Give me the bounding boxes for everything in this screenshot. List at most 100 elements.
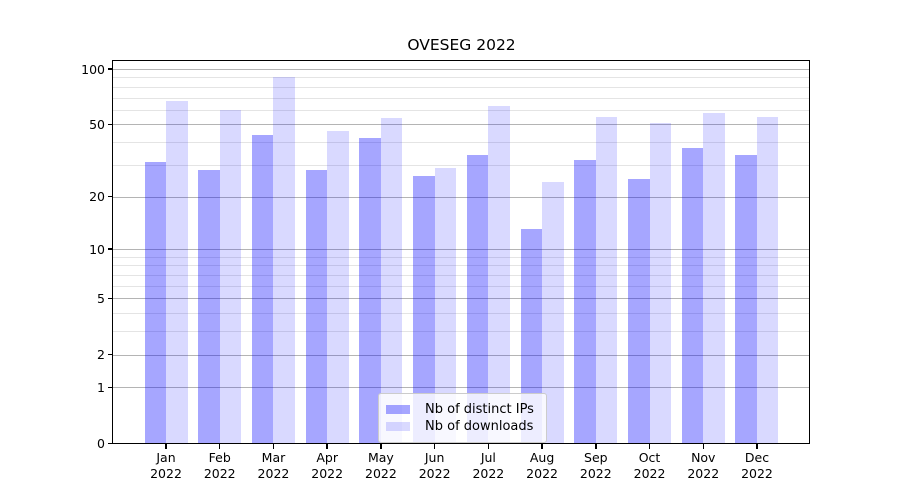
bar-jul-distinct-ips xyxy=(466,155,489,444)
x-tick-mark-apr xyxy=(326,444,328,449)
x-tick-month: Nov xyxy=(691,450,716,465)
x-tick-year: 2022 xyxy=(687,466,720,481)
x-tick-month: Jan xyxy=(156,450,176,465)
x-tick-label-mar: Mar 2022 xyxy=(243,450,303,482)
y-gridline-minor-7 xyxy=(113,274,810,276)
x-tick-label-feb: Feb 2022 xyxy=(190,450,250,482)
y-gridline-minor-8 xyxy=(113,265,810,267)
y-tick-label-10: 10 xyxy=(89,241,105,257)
bar-nov-downloads xyxy=(703,112,725,444)
x-tick-year: 2022 xyxy=(150,466,182,481)
legend-swatch-distinct-ips xyxy=(386,405,410,414)
bar-mar-distinct-ips xyxy=(251,134,274,444)
bar-may-downloads xyxy=(380,118,403,444)
x-tick-year: 2022 xyxy=(311,466,344,481)
bar-oct-downloads xyxy=(649,122,672,444)
x-tick-label-apr: Apr 2022 xyxy=(297,450,357,482)
x-tick-label-jul: Jul 2022 xyxy=(458,450,518,482)
x-tick-label-nov: Nov 2022 xyxy=(673,450,733,482)
legend-label-downloads: Nb of downloads xyxy=(425,419,534,434)
y-tick-mark-1 xyxy=(108,386,113,389)
x-tick-label-may: May 2022 xyxy=(351,450,411,482)
y-gridline-minor-40 xyxy=(113,142,810,144)
bar-feb-distinct-ips xyxy=(198,170,220,444)
bar-sep-distinct-ips xyxy=(574,159,596,444)
x-tick-mark-nov xyxy=(702,444,704,449)
bar-jul-downloads xyxy=(488,106,510,444)
y-gridline-minor-90 xyxy=(113,77,810,79)
x-tick-year: 2022 xyxy=(418,466,451,481)
legend-swatch-downloads xyxy=(386,422,410,431)
bar-dec-distinct-ips xyxy=(735,155,757,444)
y-gridline-100 xyxy=(113,69,810,70)
x-tick-month: Dec xyxy=(744,450,770,465)
y-tick-label-50: 50 xyxy=(89,116,105,132)
bar-oct-distinct-ips xyxy=(628,179,650,444)
y-tick-label-5: 5 xyxy=(97,290,105,306)
x-tick-label-sep: Sep 2022 xyxy=(566,450,626,482)
x-tick-mark-jun xyxy=(433,444,436,449)
y-gridline-10 xyxy=(113,249,810,251)
y-tick-mark-20 xyxy=(108,195,113,198)
x-tick-mark-aug xyxy=(541,444,543,449)
y-tick-mark-0 xyxy=(108,443,113,445)
x-tick-label-oct: Oct 2022 xyxy=(620,450,680,482)
legend: Nb of distinct IPs Nb of downloads xyxy=(378,393,547,443)
legend-row-downloads: Nb of downloads xyxy=(386,419,534,434)
x-tick-year: 2022 xyxy=(526,466,558,481)
bar-jan-distinct-ips xyxy=(144,162,166,444)
y-gridline-minor-3 xyxy=(113,331,810,333)
x-tick-label-dec: Dec 2022 xyxy=(727,450,787,482)
y-gridline-minor-9 xyxy=(113,256,810,258)
x-tick-month: Mar xyxy=(261,450,286,465)
x-tick-mark-mar xyxy=(272,444,275,449)
y-tick-label-1: 1 xyxy=(97,379,105,395)
x-tick-mark-sep xyxy=(595,444,597,449)
y-tick-label-0: 0 xyxy=(97,436,105,452)
legend-row-distinct-ips: Nb of distinct IPs xyxy=(386,402,534,417)
y-gridline-minor-4 xyxy=(113,313,810,315)
x-tick-mark-jan xyxy=(165,444,167,449)
x-tick-year: 2022 xyxy=(741,466,773,481)
y-gridline-50 xyxy=(113,124,810,126)
x-tick-year: 2022 xyxy=(633,466,666,481)
x-tick-month: Jul xyxy=(480,450,496,465)
bar-dec-downloads xyxy=(756,116,779,444)
y-gridline-minor-60 xyxy=(113,109,810,111)
x-tick-year: 2022 xyxy=(365,466,397,481)
x-tick-month: Sep xyxy=(584,450,608,465)
x-tick-month: May xyxy=(367,450,394,465)
bar-jan-downloads xyxy=(166,101,188,444)
y-gridline-2 xyxy=(113,354,810,356)
y-gridline-minor-30 xyxy=(113,164,810,166)
y-gridline-minor-70 xyxy=(113,97,810,99)
x-tick-month: Jun xyxy=(424,450,445,465)
bar-apr-distinct-ips xyxy=(305,170,328,444)
bar-apr-downloads xyxy=(327,131,349,444)
bar-may-distinct-ips xyxy=(359,138,381,444)
y-tick-mark-100 xyxy=(108,68,113,70)
chart-title: OVESEG 2022 xyxy=(407,36,516,54)
bar-nov-distinct-ips xyxy=(681,148,704,444)
y-tick-mark-10 xyxy=(108,248,113,250)
x-tick-month: Oct xyxy=(638,450,661,465)
x-tick-mark-oct xyxy=(648,444,651,449)
y-gridline-20 xyxy=(113,196,810,198)
y-gridline-5 xyxy=(113,298,810,300)
x-tick-label-jun: Jun 2022 xyxy=(405,450,465,482)
legend-label-distinct-ips: Nb of distinct IPs xyxy=(425,402,534,417)
x-tick-month: Apr xyxy=(316,450,338,465)
x-tick-mark-jul xyxy=(487,444,490,449)
x-tick-mark-feb xyxy=(219,444,221,449)
y-tick-mark-2 xyxy=(108,353,113,356)
x-tick-year: 2022 xyxy=(203,466,236,481)
bar-aug-downloads xyxy=(542,182,564,444)
x-tick-month: Feb xyxy=(208,450,231,465)
y-gridline-minor-80 xyxy=(113,86,810,88)
x-tick-label-jan: Jan 2022 xyxy=(136,450,196,482)
bar-mar-downloads xyxy=(273,77,295,444)
x-tick-mark-may xyxy=(380,444,382,449)
y-gridline-minor-6 xyxy=(113,285,810,287)
x-tick-year: 2022 xyxy=(579,466,612,481)
